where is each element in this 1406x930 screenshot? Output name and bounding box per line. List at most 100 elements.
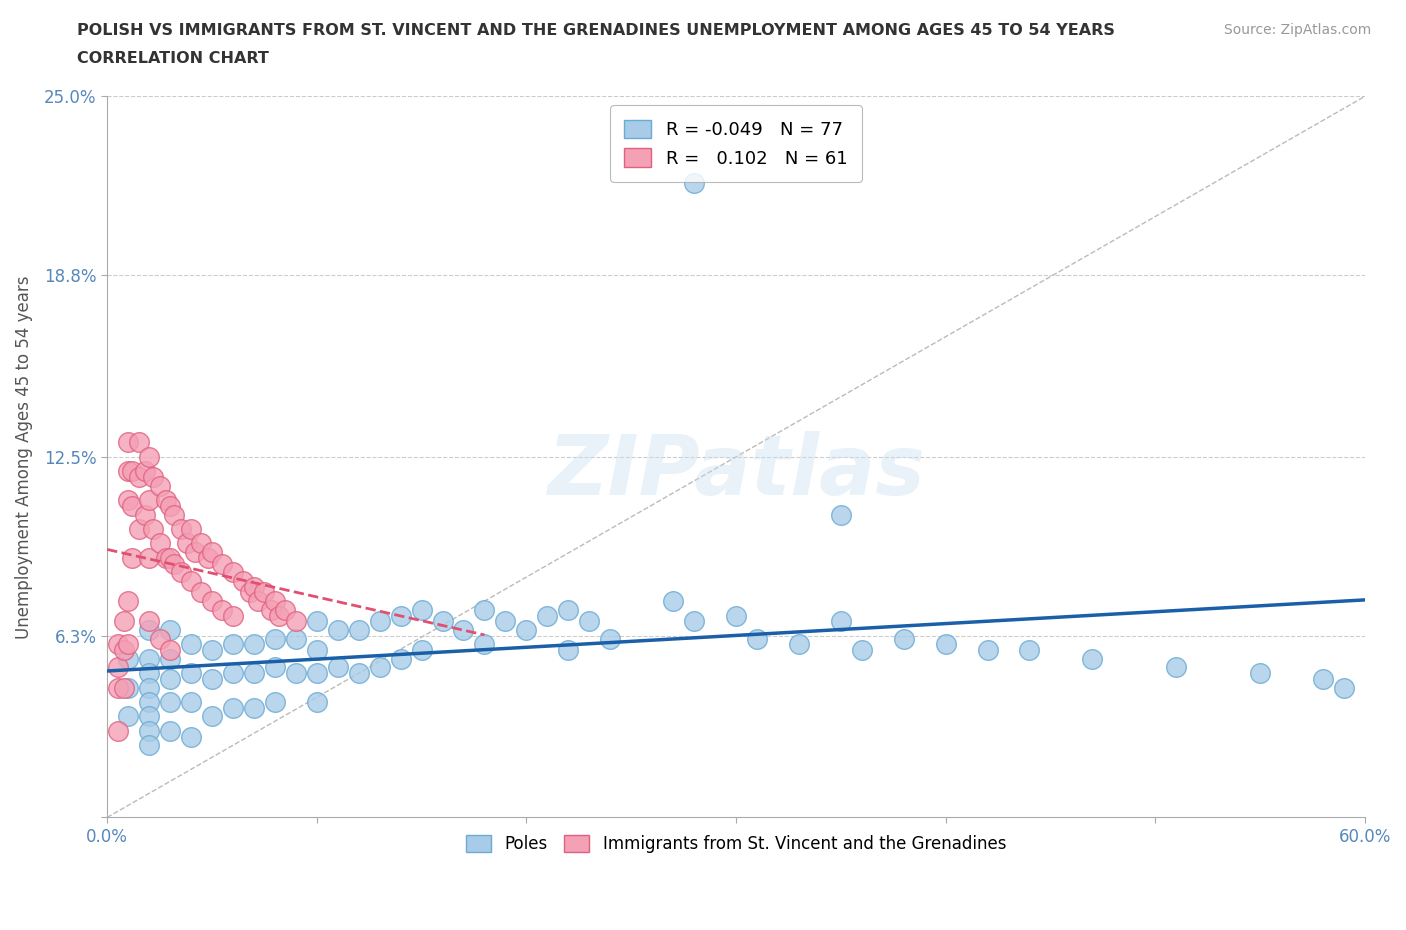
Point [305, 666, 328, 681]
Point [138, 449, 160, 464]
Point [169, 522, 191, 537]
Point [411, 603, 433, 618]
Point [243, 637, 266, 652]
Point [1333, 680, 1355, 695]
Point [1081, 651, 1104, 666]
Point [222, 565, 245, 579]
Point [976, 643, 998, 658]
Point [263, 631, 285, 646]
Point [347, 666, 370, 681]
Point [180, 695, 202, 710]
Point [138, 666, 160, 681]
Point [117, 680, 139, 695]
Point [197, 551, 219, 565]
Point [107, 637, 129, 652]
Point [239, 585, 262, 600]
Point [128, 470, 150, 485]
Point [232, 574, 254, 589]
Point [159, 651, 181, 666]
Point [326, 660, 349, 675]
Point [474, 603, 496, 618]
Point [284, 614, 307, 629]
Point [851, 643, 873, 658]
Point [305, 643, 328, 658]
Point [117, 709, 139, 724]
Point [284, 631, 307, 646]
Point [190, 536, 212, 551]
Text: ZIPatlas: ZIPatlas [547, 431, 925, 512]
Point [222, 700, 245, 715]
Point [935, 637, 957, 652]
Point [128, 522, 150, 537]
Point [159, 724, 181, 738]
Point [259, 603, 281, 618]
Point [163, 556, 186, 571]
Point [138, 622, 160, 637]
Point [1249, 666, 1271, 681]
Point [117, 435, 139, 450]
Point [578, 614, 600, 629]
Point [176, 536, 198, 551]
Point [243, 579, 266, 594]
Point [134, 507, 156, 522]
Point [253, 585, 276, 600]
Point [159, 671, 181, 686]
Point [138, 614, 160, 629]
Point [432, 614, 454, 629]
Point [201, 593, 224, 608]
Point [211, 556, 233, 571]
Point [557, 603, 579, 618]
Point [121, 464, 143, 479]
Point [662, 593, 685, 608]
Point [112, 614, 135, 629]
Point [1312, 671, 1334, 686]
Point [201, 545, 224, 560]
Point [180, 666, 202, 681]
Point [411, 643, 433, 658]
Point [494, 614, 516, 629]
Point [117, 593, 139, 608]
Point [180, 729, 202, 744]
Point [368, 614, 391, 629]
Point [138, 551, 160, 565]
Text: POLISH VS IMMIGRANTS FROM ST. VINCENT AND THE GRENADINES UNEMPLOYMENT AMONG AGES: POLISH VS IMMIGRANTS FROM ST. VINCENT AN… [77, 23, 1115, 38]
Point [263, 660, 285, 675]
Point [830, 614, 852, 629]
Point [893, 631, 915, 646]
Point [201, 671, 224, 686]
Point [112, 680, 135, 695]
Point [222, 666, 245, 681]
Point [180, 574, 202, 589]
Point [347, 622, 370, 637]
Point [263, 593, 285, 608]
Legend: Poles, Immigrants from St. Vincent and the Grenadines: Poles, Immigrants from St. Vincent and t… [460, 828, 1012, 859]
Point [163, 507, 186, 522]
Point [142, 522, 165, 537]
Point [159, 695, 181, 710]
Y-axis label: Unemployment Among Ages 45 to 54 years: Unemployment Among Ages 45 to 54 years [15, 275, 32, 639]
Point [148, 631, 170, 646]
Point [159, 643, 181, 658]
Point [117, 651, 139, 666]
Point [389, 608, 412, 623]
Point [787, 637, 810, 652]
Point [148, 478, 170, 493]
Point [180, 522, 202, 537]
Point [683, 176, 706, 191]
Point [243, 700, 266, 715]
Point [1166, 660, 1188, 675]
Point [599, 631, 621, 646]
Point [243, 666, 266, 681]
Point [247, 593, 270, 608]
Point [117, 464, 139, 479]
Point [368, 660, 391, 675]
Point [201, 709, 224, 724]
Point [557, 643, 579, 658]
Point [169, 565, 191, 579]
Point [159, 498, 181, 513]
Point [121, 498, 143, 513]
Point [112, 643, 135, 658]
Point [724, 608, 747, 623]
Point [201, 643, 224, 658]
Point [274, 603, 297, 618]
